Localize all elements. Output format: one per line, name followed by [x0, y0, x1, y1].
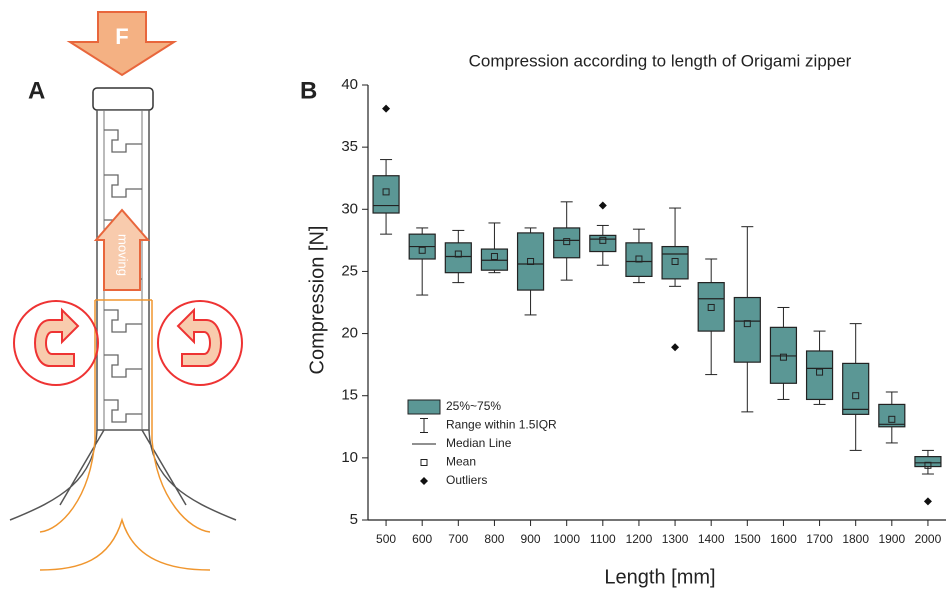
y-tick-label: 5 [350, 511, 358, 528]
y-tick-label: 35 [341, 138, 358, 155]
y-tick-label: 40 [341, 76, 358, 93]
mean-marker [563, 238, 571, 246]
outlier [382, 104, 391, 113]
x-tick-label: 800 [484, 532, 504, 546]
mean-marker [888, 415, 896, 423]
legend-label: Range within 1.5IQR [446, 418, 557, 432]
mean-marker [527, 257, 535, 265]
legend-label: Median Line [446, 436, 512, 450]
mean-marker [779, 353, 787, 361]
arrow-label: moving [116, 234, 131, 276]
box [661, 245, 689, 280]
mean-marker [490, 253, 498, 261]
x-tick-label: 1200 [626, 532, 653, 546]
mean-marker [599, 236, 607, 244]
box [697, 282, 725, 332]
mean-marker [382, 188, 390, 196]
force-label: F [115, 24, 128, 49]
outlier [598, 201, 607, 210]
box [516, 232, 545, 291]
x-axis-label: Length [mm] [604, 566, 715, 588]
rotation-arrow [34, 307, 80, 367]
x-tick-label: 1400 [698, 532, 725, 546]
x-tick-label: 500 [376, 532, 396, 546]
x-tick-label: 1300 [662, 532, 689, 546]
x-tick-label: 600 [412, 532, 432, 546]
box [769, 326, 798, 384]
panel-label: B [300, 77, 317, 104]
x-tick-label: 1700 [806, 532, 833, 546]
mean-marker [418, 246, 426, 254]
x-tick-label: 1900 [878, 532, 905, 546]
x-tick-label: 2000 [915, 532, 942, 546]
y-axis-label: Compression [N] [306, 226, 328, 375]
box [878, 403, 906, 428]
x-tick-label: 1600 [770, 532, 797, 546]
mean-marker [454, 250, 462, 258]
outlier [923, 497, 932, 506]
mean-marker [743, 320, 751, 328]
x-tick-label: 1800 [842, 532, 869, 546]
box [625, 242, 653, 277]
box [733, 296, 761, 363]
box [372, 175, 400, 214]
box [914, 456, 942, 468]
mean-marker [671, 257, 679, 265]
box [444, 242, 472, 274]
mean-marker [635, 255, 643, 263]
y-tick-label: 30 [341, 200, 358, 217]
box [842, 362, 870, 415]
y-tick-label: 25 [341, 262, 358, 279]
box [553, 227, 581, 259]
zipper-diagram: F moving [9, 11, 243, 571]
legend-mean [420, 459, 428, 466]
x-tick-label: 700 [448, 532, 468, 546]
legend-label: Mean [446, 455, 476, 469]
legend-label: Outliers [446, 473, 487, 487]
y-tick-label: 10 [341, 449, 358, 466]
rotation-arrow [176, 307, 222, 367]
mean-marker [924, 461, 932, 469]
x-tick-label: 1100 [590, 532, 616, 546]
orange-outline [39, 299, 211, 571]
force-arrow [66, 11, 178, 77]
mean-marker [816, 368, 824, 376]
moving-arrow [93, 208, 151, 291]
rotation-circle [13, 300, 99, 386]
y-tick-label: 20 [341, 325, 358, 342]
x-tick-label: 900 [521, 532, 541, 546]
mean-marker [707, 303, 715, 311]
panel-label: A [28, 77, 45, 104]
cap [92, 87, 154, 111]
zipper-split [9, 429, 237, 521]
outlier [671, 343, 680, 352]
x-tick-label: 1000 [553, 532, 580, 546]
legend-label: 25%~75% [446, 399, 501, 413]
mean-marker [852, 392, 860, 400]
legend-box [407, 399, 441, 415]
y-tick-label: 15 [341, 387, 358, 404]
rotation-circle [157, 300, 243, 386]
legend-outlier [420, 477, 428, 485]
chart-title: Compression according to length of Origa… [469, 51, 852, 70]
x-tick-label: 1500 [734, 532, 761, 546]
